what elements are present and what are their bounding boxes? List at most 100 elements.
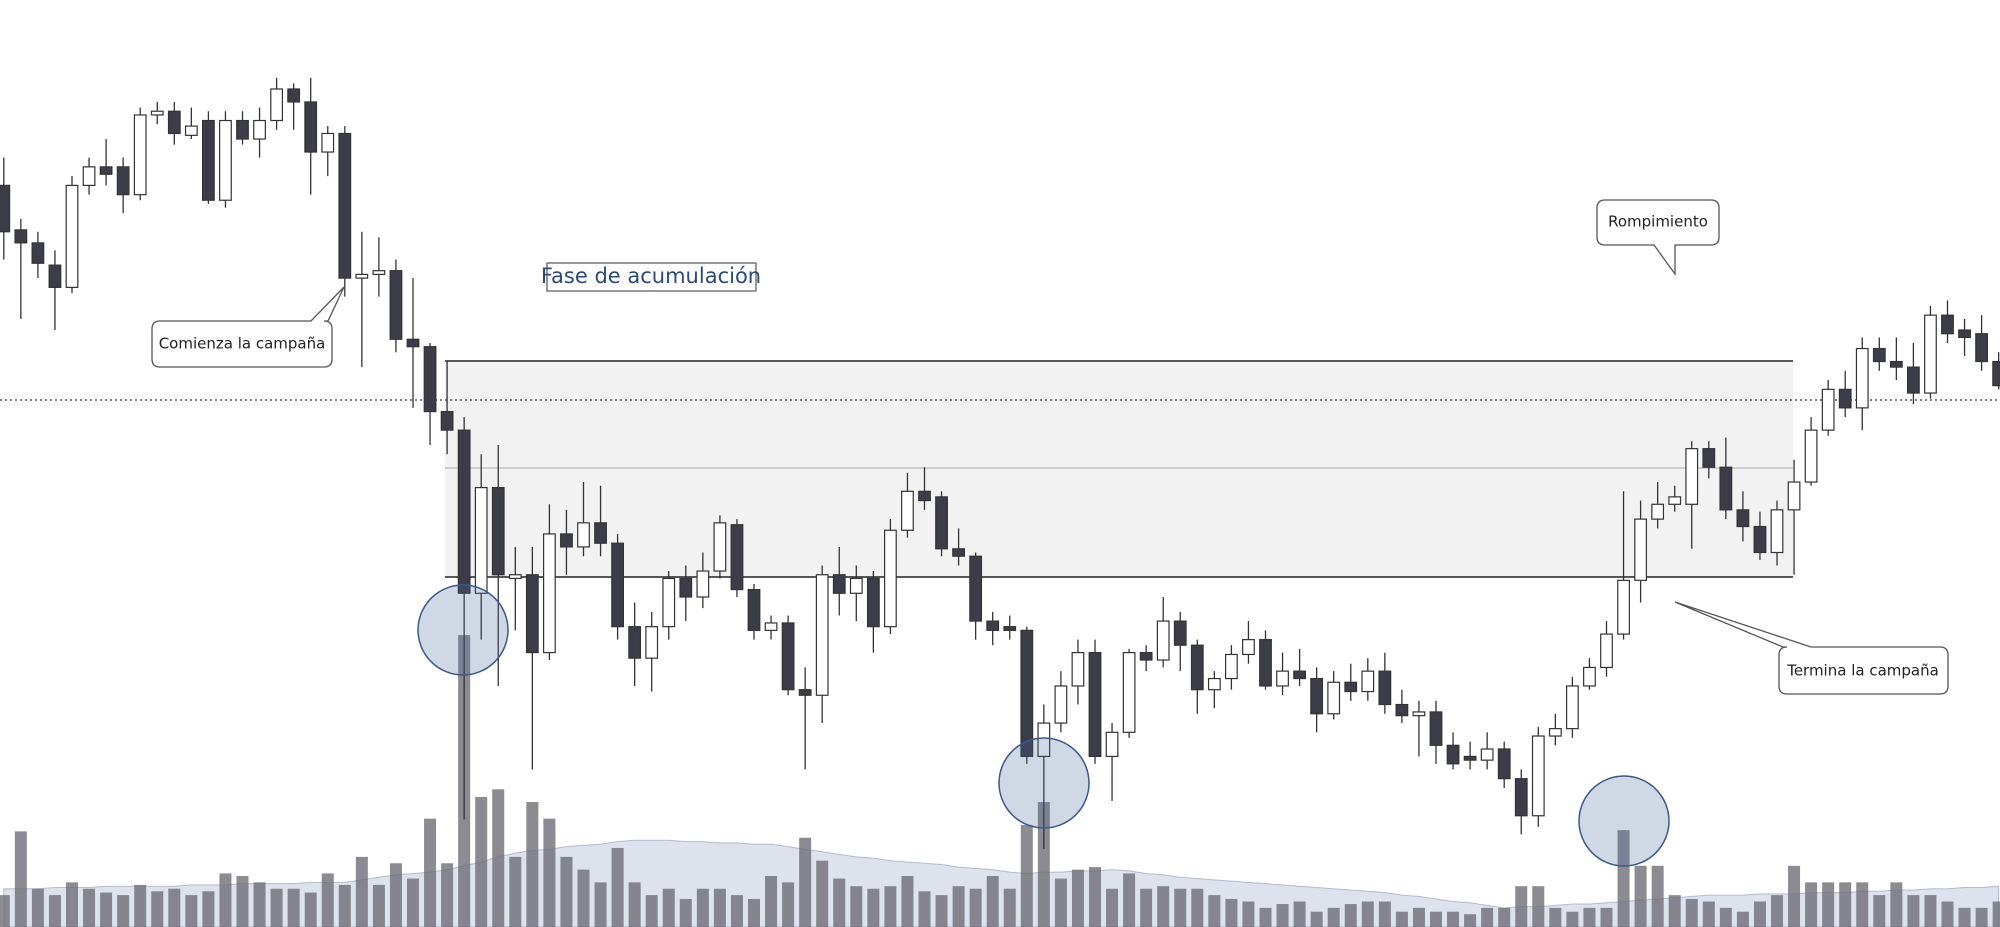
volume-bar [100, 892, 113, 927]
candle-body [1736, 509, 1750, 528]
volume-bar [1805, 882, 1818, 927]
candle-body [457, 429, 471, 594]
candle-body [866, 577, 880, 628]
volume-bar [901, 876, 914, 927]
volume-bar [1361, 901, 1374, 927]
candle-body [1804, 429, 1818, 483]
candle-body [1190, 644, 1204, 691]
volume-bar [219, 873, 232, 927]
volume-bar [1498, 907, 1511, 927]
volume-bar [543, 818, 556, 927]
candle-body [611, 542, 624, 628]
volume-bar [1174, 888, 1187, 927]
candle-body [1548, 728, 1562, 737]
volume-bar [1276, 904, 1289, 927]
volume-bar [526, 802, 539, 927]
candle-body [628, 626, 642, 659]
candle-body [696, 570, 710, 598]
candle-body [1821, 388, 1835, 431]
range-box [445, 361, 1793, 577]
candle-body [1242, 639, 1255, 656]
phase-box [546, 262, 757, 292]
candle-body [730, 524, 744, 591]
candle-body [133, 114, 147, 196]
volume-bar [1464, 914, 1477, 927]
candles-layer [0, 77, 2000, 850]
candle-body [48, 264, 62, 288]
candle-body [1702, 448, 1716, 468]
candle-body [1975, 333, 1989, 363]
volume-bar [475, 796, 488, 927]
candle-body [474, 487, 488, 594]
volume-bar [679, 898, 692, 927]
volume-bar [1054, 878, 1067, 927]
volume-bar [492, 789, 505, 927]
candle-body [1719, 466, 1733, 511]
volume-bar [1753, 901, 1766, 927]
volume-bar [884, 886, 897, 927]
candle-body [1037, 722, 1051, 758]
candle-body [372, 270, 386, 275]
volume-bar [1140, 888, 1153, 927]
candle-body [883, 529, 897, 628]
volume-bar [441, 863, 454, 927]
candle-body [1224, 653, 1238, 680]
candle-body [219, 119, 232, 201]
callout-break [1596, 199, 1720, 277]
volume-bar [202, 891, 215, 927]
volume-bar [611, 847, 624, 927]
volume-bar [117, 895, 130, 927]
volume-bar [1430, 911, 1442, 927]
candle-body [764, 622, 778, 631]
volume-bar [782, 882, 795, 927]
candle-body [236, 119, 249, 140]
volume-bar [1412, 907, 1425, 927]
candle-body [849, 577, 863, 594]
candle-body [31, 242, 45, 264]
candle-body [1105, 731, 1119, 758]
candle-body [338, 132, 352, 279]
volume-bar [1225, 898, 1238, 927]
candle-body [1753, 525, 1767, 554]
volume-bar [594, 882, 607, 927]
candle-body [1651, 503, 1665, 520]
volume-bar [1856, 882, 1869, 927]
volume-bar [321, 873, 334, 927]
volume-bar [799, 837, 812, 927]
volume-bar [83, 888, 96, 927]
volume-bar [1191, 888, 1204, 927]
candle-body [1412, 711, 1426, 717]
candle-body [1139, 652, 1153, 661]
volume-bar [1157, 886, 1170, 927]
volume-bar [645, 895, 658, 927]
candle-body [1463, 755, 1477, 761]
volume-bar [986, 876, 999, 927]
volume-bar [287, 888, 300, 927]
volume-bar [1106, 888, 1119, 927]
volume-bar [304, 892, 317, 927]
candle-body [1310, 677, 1324, 715]
candle-body [1583, 666, 1596, 687]
volume-bar [1583, 907, 1596, 927]
volume-bar [1566, 911, 1579, 927]
candle-body [577, 522, 590, 548]
volume-bar [338, 884, 351, 927]
candle-body [1958, 329, 1971, 339]
volume-bar [1788, 865, 1801, 927]
candle-body [713, 522, 727, 572]
candle-body [1122, 652, 1136, 733]
volume-bar [935, 895, 948, 927]
candle-body [798, 689, 812, 696]
volume-bar [867, 888, 880, 927]
candle-body [253, 119, 266, 140]
volume-bar [253, 882, 266, 927]
volume-bar [1037, 802, 1050, 927]
candle-body [1003, 626, 1017, 631]
volume-bar [1668, 895, 1681, 927]
volume-bar [1293, 901, 1306, 927]
volume-bar [1992, 901, 2000, 927]
volume-bar [1003, 888, 1016, 927]
candle-body [287, 88, 301, 103]
candle-body [1634, 518, 1648, 581]
